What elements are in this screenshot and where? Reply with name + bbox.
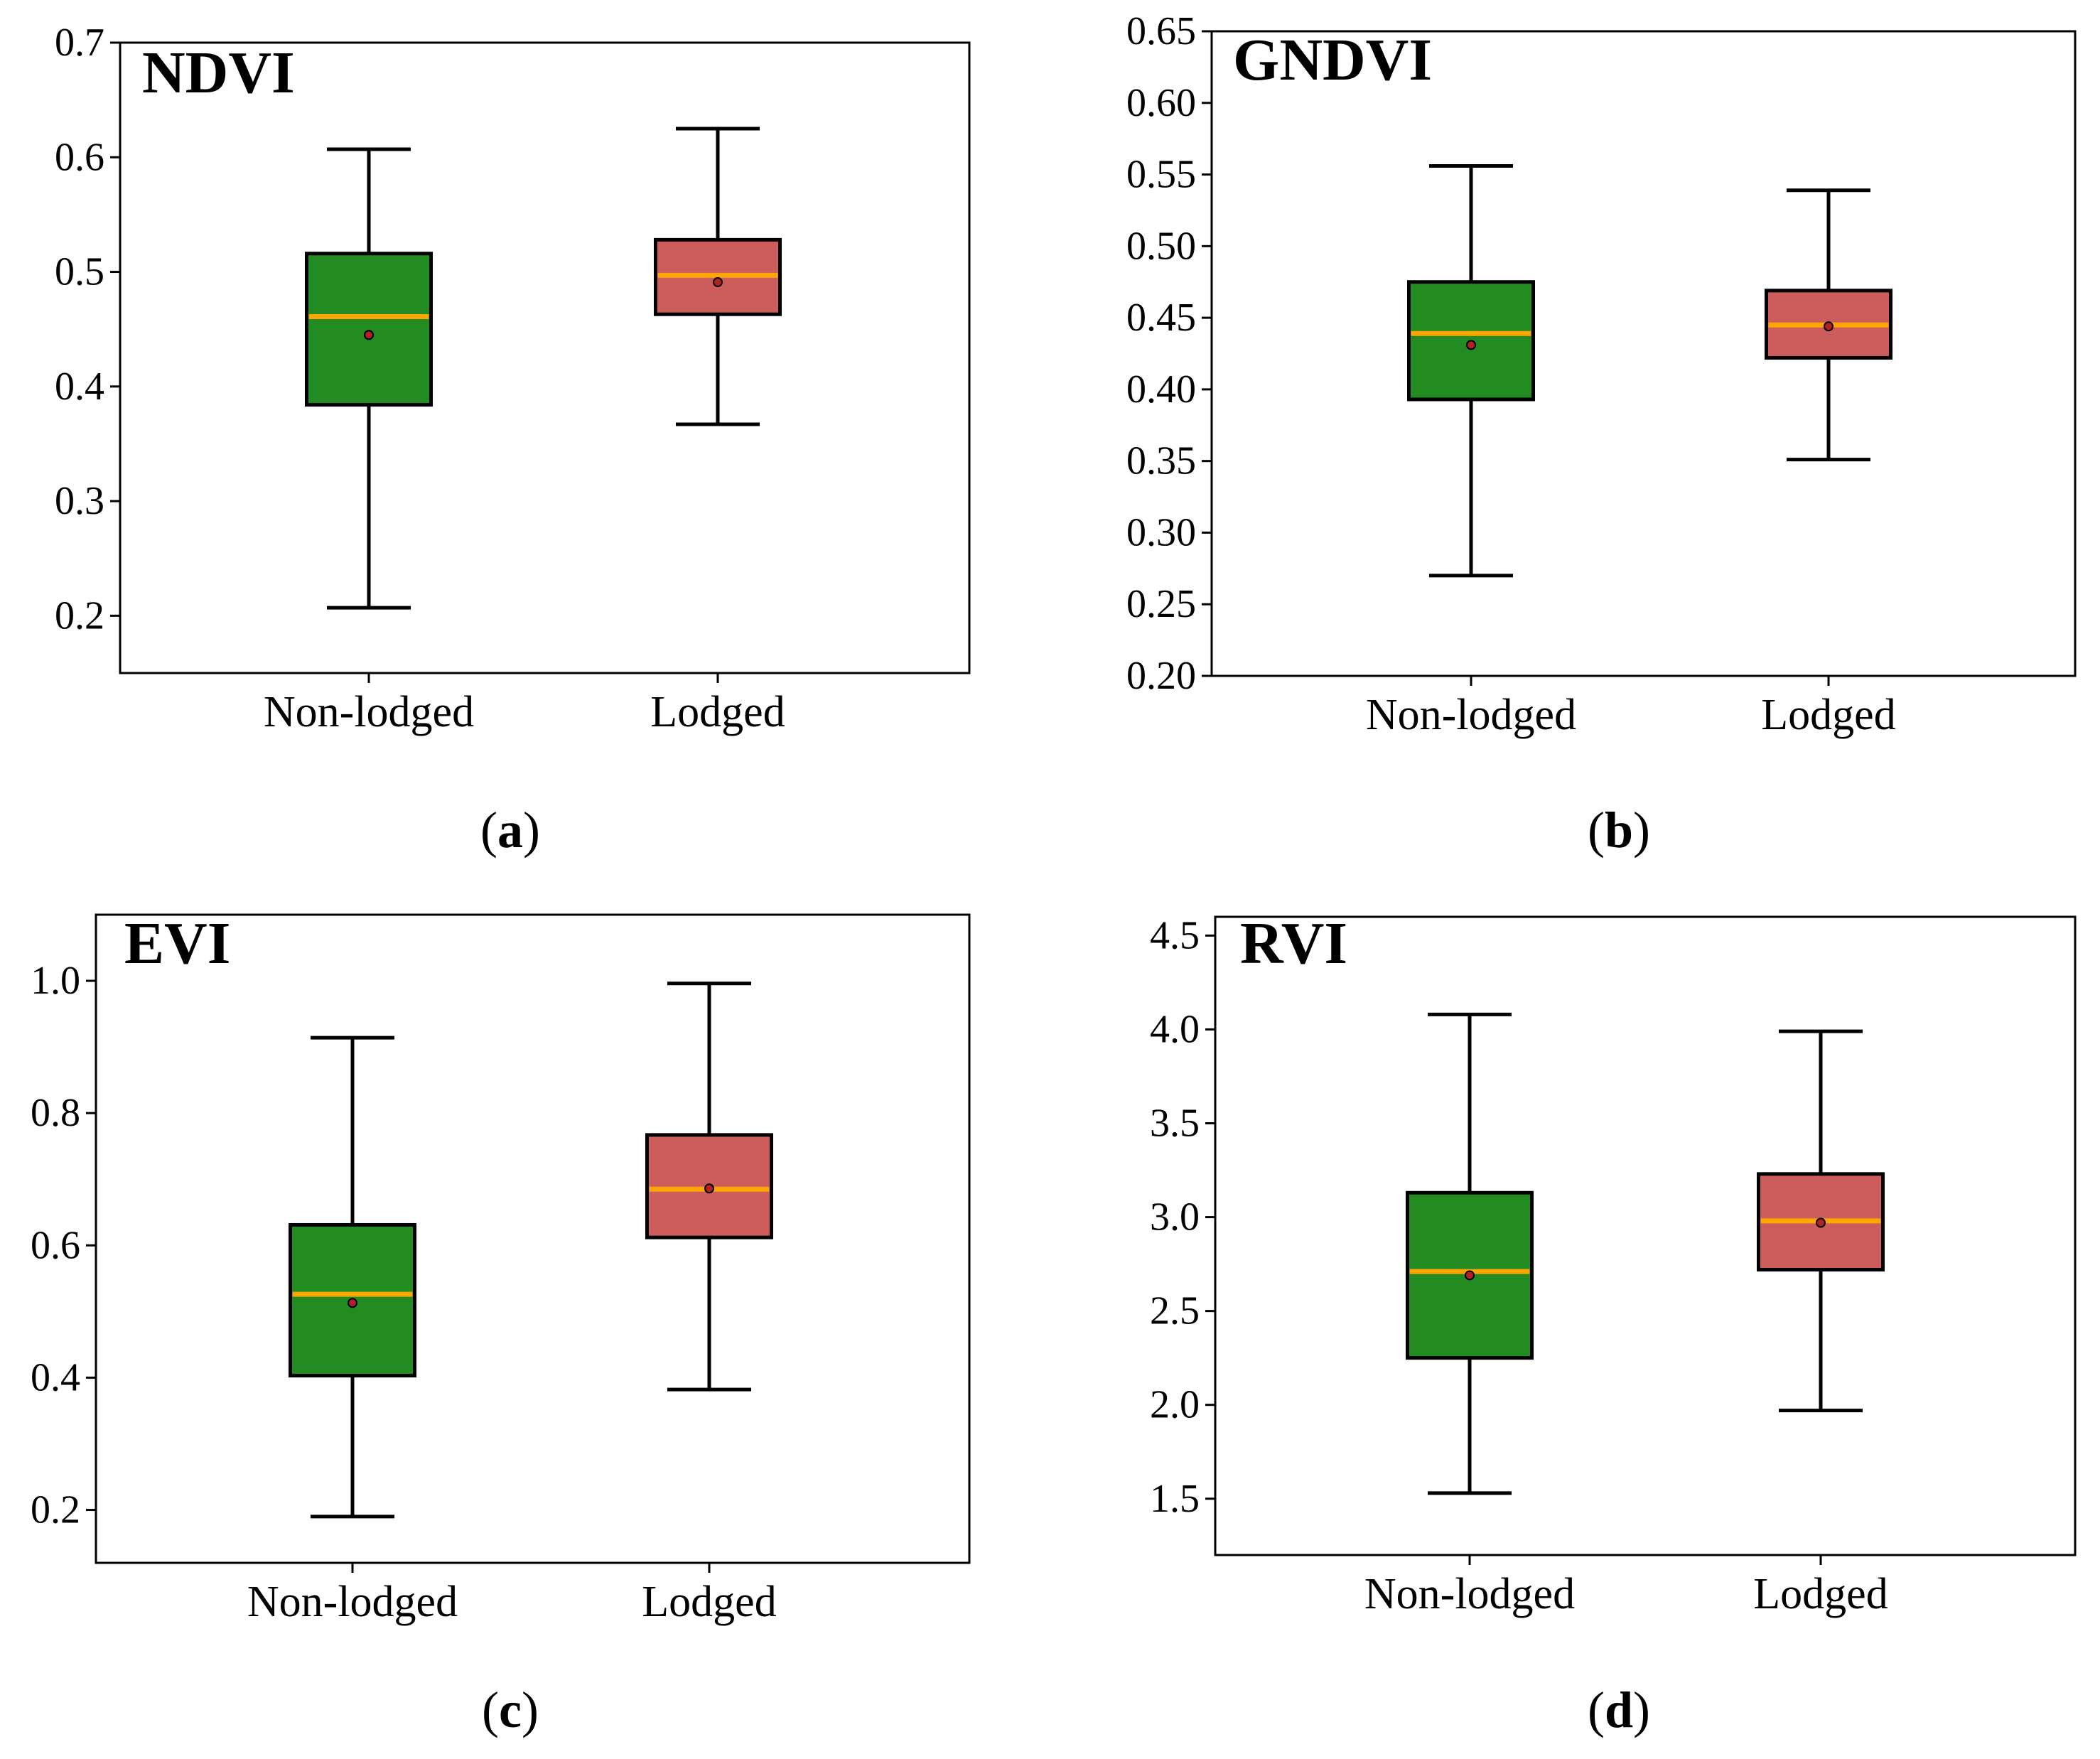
box-lodged bbox=[654, 127, 782, 426]
panel-caption: (a) bbox=[480, 802, 540, 859]
caption-open: ( bbox=[480, 802, 497, 859]
box-non-lodged bbox=[289, 1036, 416, 1519]
box-lodged bbox=[645, 981, 773, 1392]
y-tick-label: 1.0 bbox=[31, 959, 80, 1003]
x-category-label: Non-lodged bbox=[247, 1578, 458, 1626]
x-category-label: Non-lodged bbox=[1366, 691, 1576, 739]
x-category-label: Lodged bbox=[650, 688, 785, 736]
plot-frame bbox=[1210, 30, 2077, 677]
caption-letter: b bbox=[1605, 802, 1633, 859]
y-tick-label: 0.60 bbox=[1126, 81, 1196, 125]
caption-letter: a bbox=[497, 802, 523, 859]
box-non-lodged bbox=[1407, 163, 1535, 578]
caption-close: ) bbox=[1633, 802, 1650, 859]
plot-frame bbox=[95, 913, 971, 1564]
chart-panel-gndvi: 0.20 0.25 0.30 0.35 0.40 0.45 0.50 0.55 0.60 0.65… bbox=[1126, 9, 2077, 859]
y-tick-label: 3.5 bbox=[1150, 1102, 1200, 1146]
y-tick-label: 0.2 bbox=[31, 1488, 80, 1532]
caption-close: ) bbox=[522, 1682, 539, 1738]
y-tick-label: 0.25 bbox=[1126, 582, 1196, 626]
caption-letter: d bbox=[1605, 1682, 1633, 1738]
panel-caption: (b) bbox=[1588, 802, 1650, 859]
chart-panel-rvi: 1.5 2.0 2.5 3.0 3.5 4.0 4.5 Non-lodged Lodged RVI… bbox=[1150, 910, 2077, 1738]
y-tick-label: 0.3 bbox=[55, 479, 104, 523]
box-lodged bbox=[1757, 1029, 1885, 1413]
y-tick-label: 0.20 bbox=[1126, 654, 1196, 698]
y-tick-label: 0.2 bbox=[55, 593, 104, 638]
box-non-lodged bbox=[305, 147, 433, 610]
y-tick-label: 1.5 bbox=[1150, 1477, 1200, 1521]
x-category-label: Non-lodged bbox=[1364, 1570, 1575, 1618]
caption-open: ( bbox=[1588, 802, 1605, 859]
y-tick-label: 0.4 bbox=[55, 365, 104, 409]
mean-marker bbox=[704, 1183, 714, 1194]
x-category-label: Non-lodged bbox=[264, 688, 474, 736]
mean-marker bbox=[713, 277, 723, 288]
y-tick-label: 2.0 bbox=[1150, 1383, 1200, 1427]
mean-marker bbox=[1465, 1270, 1475, 1281]
panel-title: GNDVI bbox=[1233, 27, 1432, 93]
caption-letter: c bbox=[499, 1682, 522, 1738]
y-tick-label: 0.35 bbox=[1126, 439, 1196, 483]
plot-frame bbox=[1214, 915, 2077, 1556]
caption-close: ) bbox=[1633, 1682, 1650, 1738]
x-category-label: Lodged bbox=[642, 1578, 776, 1626]
mean-marker bbox=[1824, 321, 1834, 332]
y-tick-label: 0.5 bbox=[55, 250, 104, 294]
panel-caption: (c) bbox=[482, 1682, 539, 1738]
x-category-label: Lodged bbox=[1761, 691, 1895, 739]
y-tick-label: 0.8 bbox=[31, 1091, 80, 1135]
x-category-label: Lodged bbox=[1753, 1570, 1888, 1618]
caption-close: ) bbox=[523, 802, 540, 859]
mean-marker bbox=[364, 330, 374, 340]
y-tick-label: 0.6 bbox=[55, 135, 104, 179]
y-tick-label: 0.50 bbox=[1126, 224, 1196, 268]
mean-marker bbox=[1466, 340, 1476, 350]
panel-title: RVI bbox=[1240, 910, 1347, 977]
panel-title: NDVI bbox=[142, 40, 295, 106]
box-lodged bbox=[1765, 188, 1892, 462]
chart-panel-ndvi: 0.2 0.3 0.4 0.5 0.6 0.7 Non-lodged Lodged NDVI (a… bbox=[55, 21, 971, 859]
y-tick-label: 0.7 bbox=[55, 21, 104, 65]
panel-caption: (d) bbox=[1588, 1682, 1650, 1738]
y-tick-label: 0.6 bbox=[31, 1223, 80, 1267]
plot-frame bbox=[119, 41, 971, 674]
y-tick-label: 2.5 bbox=[1150, 1289, 1200, 1333]
y-tick-label: 0.65 bbox=[1126, 9, 1196, 53]
chart-panel-evi: 0.2 0.4 0.6 0.8 1.0 Non-lodged Lodged EVI (c) bbox=[31, 910, 971, 1738]
box-non-lodged bbox=[1406, 1012, 1534, 1495]
panel-title: EVI bbox=[124, 910, 230, 977]
mean-marker bbox=[1816, 1217, 1826, 1228]
y-tick-label: 0.30 bbox=[1126, 510, 1196, 554]
y-tick-label: 4.5 bbox=[1150, 913, 1200, 957]
y-tick-label: 0.55 bbox=[1126, 153, 1196, 197]
y-tick-label: 3.0 bbox=[1150, 1195, 1200, 1239]
y-tick-label: 4.0 bbox=[1150, 1007, 1200, 1051]
iqr-box bbox=[305, 252, 433, 407]
caption-open: ( bbox=[1588, 1682, 1605, 1738]
y-tick-label: 0.40 bbox=[1126, 367, 1196, 411]
y-tick-label: 0.45 bbox=[1126, 296, 1196, 340]
caption-open: ( bbox=[482, 1682, 499, 1738]
mean-marker bbox=[348, 1298, 357, 1308]
y-tick-label: 0.4 bbox=[31, 1355, 80, 1399]
